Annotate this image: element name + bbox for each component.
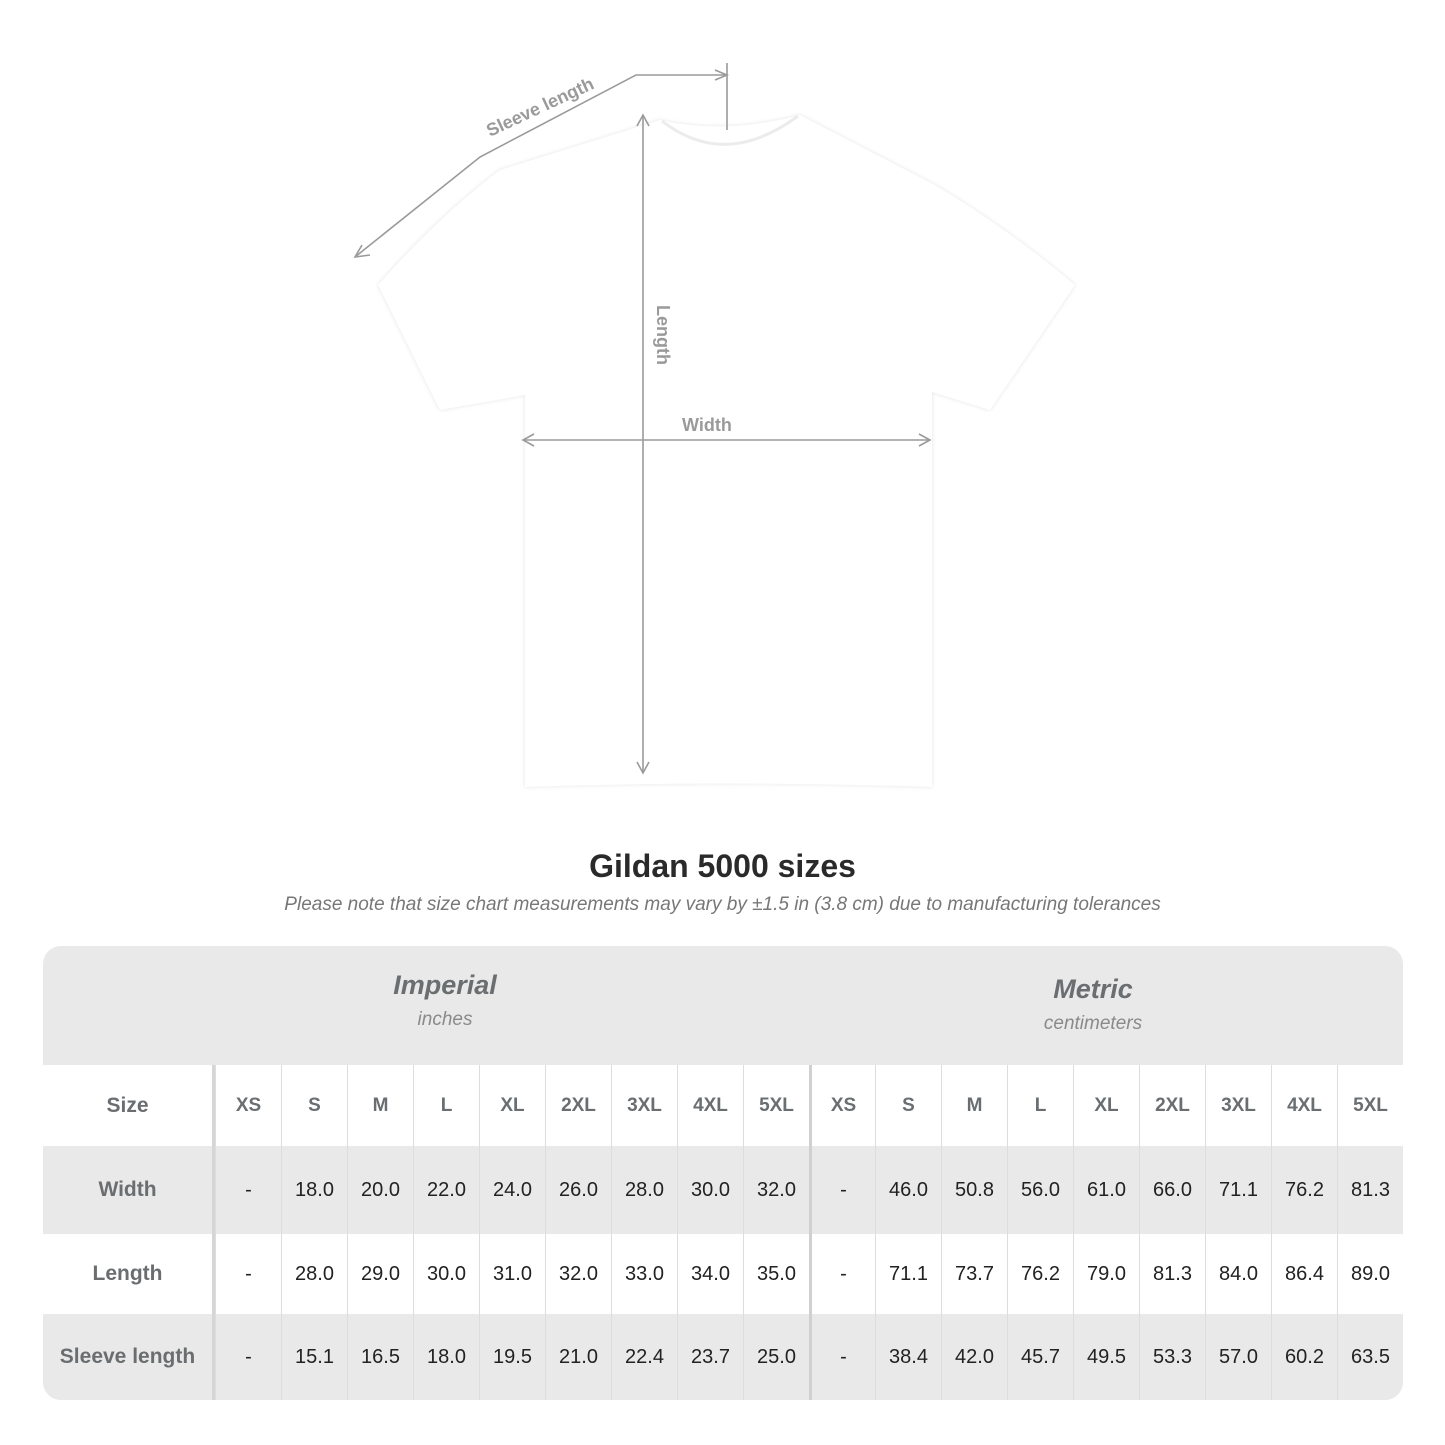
table-cell: - (809, 1146, 875, 1234)
size-imperial-s: S (281, 1065, 347, 1146)
table-cell: 32.0 (545, 1234, 611, 1314)
size-imperial-2xl: 2XL (545, 1065, 611, 1146)
metric-title: Metric (1053, 974, 1133, 1004)
table-cell: 50.8 (941, 1146, 1007, 1234)
table-cell: 56.0 (1007, 1146, 1073, 1234)
table-cell: - (809, 1314, 875, 1400)
table-cell: 22.4 (611, 1314, 677, 1400)
table-cell: 45.7 (1007, 1314, 1073, 1400)
size-row: Size XS S M L XL 2XL 3XL 4XL 5XL XS S M L XL 2XL 3XL 4XL 5… (43, 1065, 1403, 1146)
table-cell: 28.0 (611, 1146, 677, 1234)
table-cell: 89.0 (1337, 1234, 1403, 1314)
table-cell: 19.5 (479, 1314, 545, 1400)
table-cell: 73.7 (941, 1234, 1007, 1314)
table-cell: 15.1 (281, 1314, 347, 1400)
table-cell: 30.0 (413, 1234, 479, 1314)
sleeve-length-label: Sleeve length (483, 73, 597, 140)
tolerance-note: Please note that size chart measurements… (284, 894, 1161, 915)
metric-unit: centimeters (1043, 1013, 1143, 1034)
table-cell: 21.0 (545, 1314, 611, 1400)
table-row: Width -18.0 20.0 22.0 24.0 26.0 28.0 30.0 32.0-4… (43, 1146, 1403, 1234)
row-label: Width (43, 1146, 215, 1234)
table-cell: 18.0 (413, 1314, 479, 1400)
table-cell: 71.1 (1205, 1146, 1271, 1234)
table-cell: 81.3 (1139, 1234, 1205, 1314)
table-cell: 57.0 (1205, 1314, 1271, 1400)
chart-title: Gildan 5000 sizes (589, 848, 856, 884)
table-cell: 23.7 (677, 1314, 743, 1400)
table-cell: 53.3 (1139, 1314, 1205, 1400)
tshirt-diagram: Sleeve length Length Width (353, 63, 1075, 787)
table-cell: 25.0 (743, 1314, 809, 1400)
size-metric-l: L (1007, 1065, 1073, 1146)
table-cell: 31.0 (479, 1234, 545, 1314)
length-label: Length (653, 305, 673, 365)
table-cell: 46.0 (875, 1146, 941, 1234)
table-cell: 81.3 (1337, 1146, 1403, 1234)
table-cell: 20.0 (347, 1146, 413, 1234)
table-cell: 29.0 (347, 1234, 413, 1314)
row-label: Length (43, 1234, 215, 1314)
size-imperial-5xl: 5XL (743, 1065, 809, 1146)
table-cell: 61.0 (1073, 1146, 1139, 1234)
imperial-header: Imperial inches (215, 970, 675, 1088)
size-imperial-l: L (413, 1065, 479, 1146)
size-metric-3xl: 3XL (1205, 1065, 1271, 1146)
table-cell: 26.0 (545, 1146, 611, 1234)
table-cell: 33.0 (611, 1234, 677, 1314)
metric-header: Metric centimeters (863, 974, 1323, 1092)
size-header-label: Size (43, 1065, 215, 1146)
size-metric-2xl: 2XL (1139, 1065, 1205, 1146)
table-cell: 34.0 (677, 1234, 743, 1314)
table-cell: 63.5 (1337, 1314, 1403, 1400)
table-cell: 35.0 (743, 1234, 809, 1314)
table-row: Sleeve length -15.1 16.5 18.0 19.5 21.0 22.4 23… (43, 1314, 1403, 1400)
size-table: Imperial inches Metric centimeters Size X… (43, 946, 1403, 1400)
table-cell: 79.0 (1073, 1234, 1139, 1314)
table-cell: 86.4 (1271, 1234, 1337, 1314)
table-cell: 32.0 (743, 1146, 809, 1234)
size-imperial-xl: XL (479, 1065, 545, 1146)
table-cell: 38.4 (875, 1314, 941, 1400)
size-imperial-4xl: 4XL (677, 1065, 743, 1146)
size-imperial-xs: XS (215, 1065, 281, 1146)
table-cell: - (809, 1234, 875, 1314)
table-cell: 66.0 (1139, 1146, 1205, 1234)
table-cell: 71.1 (875, 1234, 941, 1314)
table-cell: - (215, 1146, 281, 1234)
size-metric-xl: XL (1073, 1065, 1139, 1146)
tshirt-body (378, 115, 1075, 787)
table-cell: 76.2 (1271, 1146, 1337, 1234)
table-cell: 22.0 (413, 1146, 479, 1234)
sleeve-length-line (354, 74, 727, 258)
table-cell: 30.0 (677, 1146, 743, 1234)
table-row: Length -28.0 29.0 30.0 31.0 32.0 33.0 34.0 35.0-… (43, 1234, 1403, 1314)
size-metric-m: M (941, 1065, 1007, 1146)
table-cell: - (215, 1314, 281, 1400)
size-metric-5xl: 5XL (1337, 1065, 1403, 1146)
table-cell: 28.0 (281, 1234, 347, 1314)
table-cell: 76.2 (1007, 1234, 1073, 1314)
size-metric-s: S (875, 1065, 941, 1146)
table-cell: 42.0 (941, 1314, 1007, 1400)
table-cell: 24.0 (479, 1146, 545, 1234)
size-metric-4xl: 4XL (1271, 1065, 1337, 1146)
size-imperial-3xl: 3XL (611, 1065, 677, 1146)
width-label: Width (682, 415, 732, 435)
table-cell: 18.0 (281, 1146, 347, 1234)
size-metric-xs: XS (809, 1065, 875, 1146)
size-imperial-m: M (347, 1065, 413, 1146)
imperial-unit: inches (417, 1009, 473, 1030)
table-cell: 16.5 (347, 1314, 413, 1400)
table-cell: - (215, 1234, 281, 1314)
table-cell: 60.2 (1271, 1314, 1337, 1400)
imperial-title: Imperial (393, 970, 497, 1000)
row-label: Sleeve length (43, 1314, 215, 1400)
table-cell: 84.0 (1205, 1234, 1271, 1314)
table-cell: 49.5 (1073, 1314, 1139, 1400)
